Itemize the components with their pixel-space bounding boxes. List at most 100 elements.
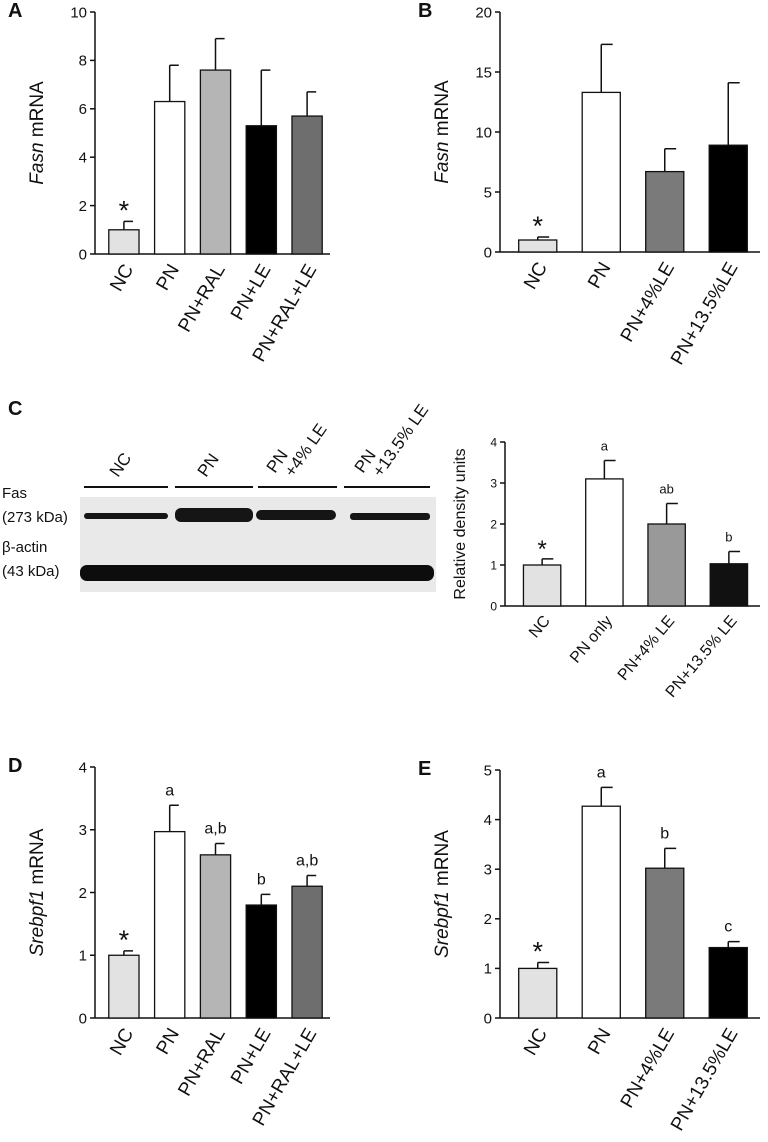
error-bar [664, 847, 677, 869]
y-tick-label: 8 [79, 53, 87, 70]
row-label: (43 kDa) [2, 563, 60, 580]
bar [581, 805, 621, 1019]
y-axis-label: Relative density units [452, 448, 469, 599]
error-bar [541, 558, 554, 565]
x-tick-label: NC [520, 1025, 552, 1059]
actin-band [80, 565, 434, 581]
y-tick-label: 4 [79, 150, 87, 167]
y-tick-label: 10 [70, 4, 87, 21]
bar [708, 144, 748, 253]
row-label: Fas [2, 485, 27, 502]
y-axis-label: Srebpf1 mRNA [432, 830, 453, 958]
x-tick-label: PN+4%LE [617, 259, 679, 346]
significance-label: * [532, 211, 543, 241]
bar [199, 69, 232, 255]
error-bar [260, 893, 271, 906]
significance-label: * [537, 536, 546, 563]
error-bar [537, 961, 550, 969]
error-bar [214, 37, 225, 71]
y-tick-label: 10 [475, 124, 492, 141]
panel-letter: A [8, 0, 22, 22]
x-tick-label: PN [153, 261, 184, 294]
fas-bands [84, 508, 430, 522]
lane-label: +13.5% LE [369, 401, 433, 480]
y-label-unit: mRNA [432, 830, 453, 886]
y-tick-label: 4 [79, 759, 87, 776]
bar [585, 478, 624, 607]
bar [199, 854, 232, 1019]
bar [108, 229, 140, 255]
error-bar [123, 220, 133, 230]
panel-letter: E [418, 758, 431, 780]
significance-label: b [725, 529, 732, 544]
western-blot [80, 486, 436, 592]
y-tick-label: 3 [484, 862, 492, 879]
lane-label: NC [106, 449, 136, 480]
y-tick-label: 5 [484, 762, 492, 779]
row-label: (273 kDa) [2, 509, 68, 526]
bar [647, 523, 686, 607]
lane-label: PN [194, 450, 223, 480]
y-tick-label: 2 [79, 885, 87, 902]
x-tick-label: NC [106, 261, 138, 295]
y-label-gene: Fasn [432, 141, 453, 183]
y-tick-label: 0 [484, 1010, 492, 1027]
bar [709, 563, 749, 607]
y-tick-label: 1 [490, 558, 497, 572]
error-bar [260, 69, 271, 126]
bar [645, 170, 685, 253]
significance-label: * [119, 195, 130, 225]
significance-label: a,b [204, 821, 226, 838]
y-label-unit: mRNA [27, 81, 48, 137]
error-bar [537, 236, 550, 240]
significance-label: a [601, 438, 609, 453]
x-tick-label: PN [153, 1025, 184, 1058]
y-tick-label: 20 [475, 4, 492, 21]
y-tick-label: 15 [475, 64, 492, 81]
bar [581, 91, 621, 253]
y-tick-label: 2 [79, 198, 87, 215]
x-tick-label: NC [526, 613, 554, 642]
bar [645, 867, 685, 1019]
y-tick-label: 4 [484, 812, 492, 829]
significance-label: * [532, 936, 543, 966]
error-bar [168, 64, 179, 102]
y-tick-label: 2 [490, 517, 497, 531]
bar [518, 239, 558, 253]
panel-letter: C [8, 398, 22, 420]
y-tick-label: 4 [490, 435, 497, 449]
error-bar [600, 786, 613, 807]
y-tick-label: 0 [490, 599, 497, 613]
bar [245, 904, 278, 1019]
error-bar [665, 502, 678, 524]
y-tick-label: 1 [79, 948, 87, 965]
significance-label: ab [659, 482, 673, 497]
x-tick-label: PN+4%LE [617, 1025, 679, 1112]
bar [153, 100, 186, 255]
bar [108, 954, 140, 1019]
y-tick-label: 1 [484, 961, 492, 978]
lane-label: +4% LE [281, 420, 331, 480]
error-bar [306, 874, 317, 887]
error-bar [603, 459, 616, 479]
error-bar [123, 950, 133, 956]
x-tick-label: PN+13.5%LE [667, 259, 742, 369]
significance-label: c [724, 919, 732, 936]
y-tick-label: 0 [79, 1010, 87, 1027]
y-label-gene: Srebpf1 [432, 891, 453, 958]
significance-label: * [119, 925, 130, 955]
error-bar [727, 82, 740, 146]
y-tick-label: 3 [490, 476, 497, 490]
x-tick-label: PN [584, 1025, 615, 1058]
y-axis-label: Fasn mRNA [27, 81, 48, 185]
x-tick-label: PN only [567, 613, 616, 667]
y-tick-label: 2 [484, 911, 492, 928]
panel-letter: B [418, 0, 432, 22]
y-tick-label: 3 [79, 822, 87, 839]
x-tick-label: PN+13.5%LE [667, 1025, 742, 1135]
y-label-unit: mRNA [432, 80, 453, 136]
y-axis-label: Fasn mRNA [432, 80, 453, 184]
bar [522, 564, 562, 607]
significance-label: a,b [296, 853, 318, 870]
bar [708, 946, 748, 1019]
